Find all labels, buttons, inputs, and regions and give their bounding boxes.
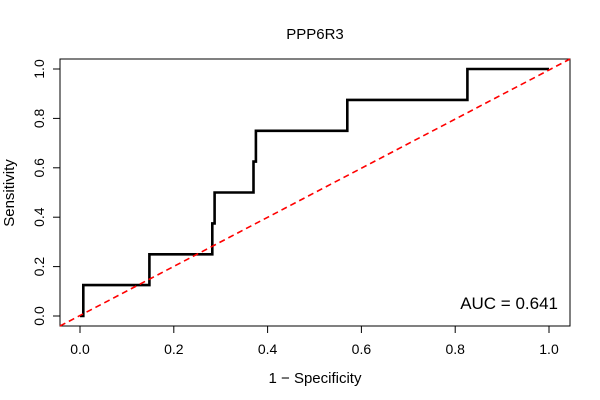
y-tick-label: 0.4 <box>31 207 47 227</box>
y-tick-label: 0.2 <box>31 257 47 277</box>
x-axis: 0.0 0.2 0.4 0.6 0.8 1.0 <box>70 325 559 357</box>
x-tick-label: 0.0 <box>70 341 90 357</box>
auc-annotation: AUC = 0.641 <box>460 294 558 313</box>
y-tick-label: 0.0 <box>31 306 47 326</box>
x-tick-label: 0.6 <box>352 341 372 357</box>
x-tick-label: 1.0 <box>539 341 559 357</box>
roc-curve <box>80 67 549 318</box>
y-axis-label: Sensitivity <box>1 159 18 227</box>
x-tick-label: 0.8 <box>445 341 465 357</box>
y-axis: 0.0 0.2 0.4 0.6 0.8 1.0 <box>31 59 61 326</box>
reference-diagonal-line <box>59 58 571 327</box>
chart-title: PPP6R3 <box>286 26 344 43</box>
y-tick-label: 1.0 <box>31 59 47 79</box>
y-tick-label: 0.6 <box>31 158 47 178</box>
series-layer <box>59 58 571 327</box>
x-axis-label: 1 − Specificity <box>269 370 362 387</box>
y-tick-label: 0.8 <box>31 108 47 128</box>
x-tick-label: 0.2 <box>164 341 184 357</box>
x-tick-label: 0.4 <box>258 341 278 357</box>
